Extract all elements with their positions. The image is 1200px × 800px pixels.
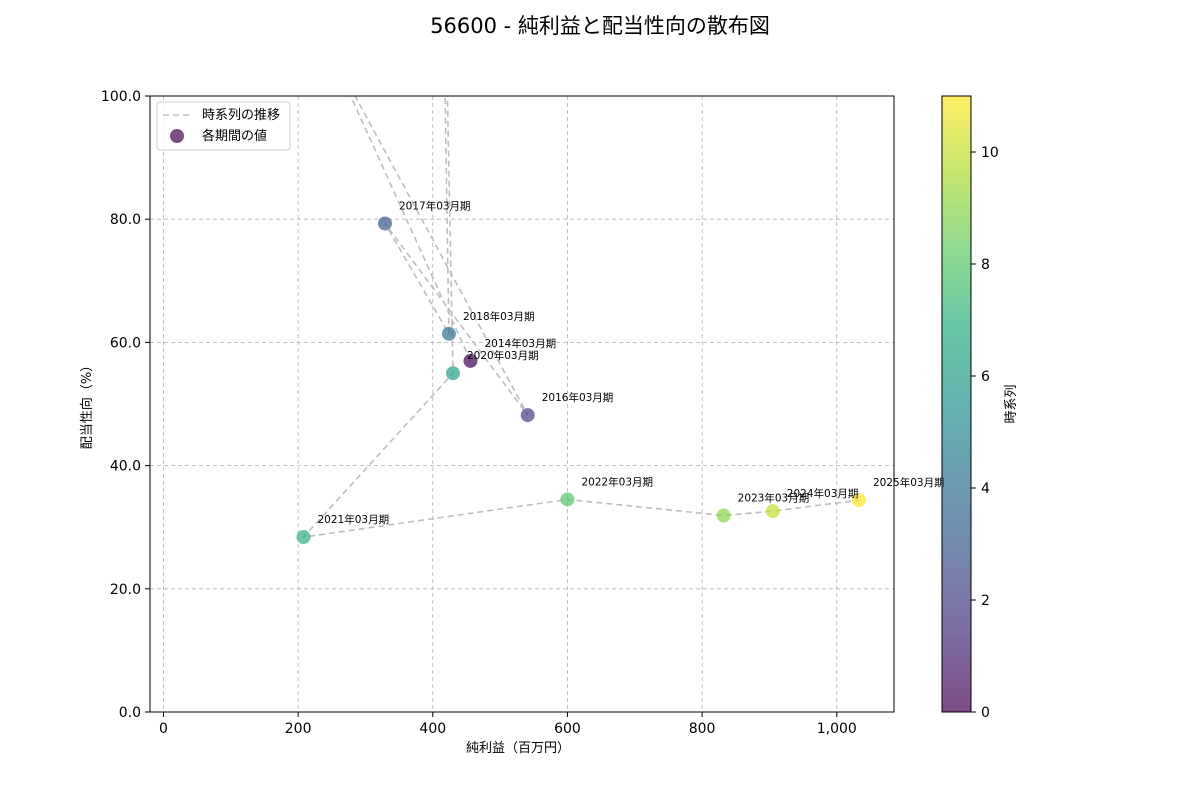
point-labels: 2014年03月期 2016年03月期 2017年03月期 2018年03月期 2020…: [318, 200, 945, 527]
y-tick-label: 0.0: [119, 705, 141, 721]
colorbar-tick-label: 0: [981, 705, 990, 721]
data-point: [716, 508, 731, 523]
point-label: 2020年03月期: [467, 349, 539, 362]
point-label: 2014年03月期: [484, 337, 556, 350]
x-axis-ticks: 0 200 400 600 800 1,000: [159, 712, 857, 737]
colorbar-frame: [941, 95, 972, 713]
point-label: 2017年03月期: [399, 200, 471, 213]
point-label: 2024年03月期: [787, 487, 859, 500]
data-point: [441, 326, 456, 341]
point-label: 2023年03月期: [738, 491, 810, 504]
x-axis-label: 純利益（百万円）: [466, 741, 570, 756]
y-axis-ticks: 0.0 20.0 40.0 60.0 80.0 100.0: [101, 89, 150, 721]
colorbar-tick-label: 8: [981, 257, 990, 273]
data-point: [377, 216, 392, 231]
legend: 時系列の推移 各期間の値: [156, 101, 291, 151]
plot-frame: [149, 95, 895, 713]
x-tick-label: 400: [419, 721, 446, 737]
x-tick-label: 0: [159, 721, 168, 737]
legend-scatter-label: 各期間の値: [202, 128, 267, 144]
colorbar-tick-label: 4: [981, 481, 990, 497]
point-label: 2018年03月期: [463, 310, 535, 323]
colorbar-label: 時系列: [1004, 384, 1019, 423]
data-point: [520, 408, 535, 423]
point-label: 2021年03月期: [318, 513, 390, 526]
y-tick-label: 40.0: [110, 459, 141, 475]
series-path-line: [301, 96, 860, 539]
point-label: 2016年03月期: [542, 391, 614, 404]
data-points: [296, 216, 866, 545]
x-tick-label: 1,000: [817, 721, 857, 737]
data-point: [445, 366, 460, 381]
data-point: [296, 530, 311, 545]
colorbar-tick-label: 2: [981, 593, 990, 609]
data-point: [851, 493, 866, 508]
legend-line-label: 時系列の推移: [202, 108, 280, 123]
y-tick-label: 80.0: [110, 212, 141, 228]
data-point: [560, 492, 575, 507]
x-tick-label: 600: [554, 721, 581, 737]
data-point: [765, 504, 780, 519]
x-tick-label: 200: [285, 721, 312, 737]
data-point: [463, 353, 478, 368]
colorbar: 0 2 4 6 8 10 時系列: [941, 95, 1019, 721]
point-label: 2025年03月期: [873, 476, 945, 489]
time-series-path: [301, 96, 860, 539]
colorbar-gradient: [942, 96, 971, 712]
y-tick-label: 20.0: [110, 582, 141, 598]
legend-box: [156, 101, 291, 151]
y-tick-label: 100.0: [101, 89, 141, 105]
legend-marker-swatch: [170, 129, 184, 143]
colorbar-tick-label: 10: [981, 145, 999, 161]
chart-title: 56600 - 純利益と配当性向の散布図: [430, 14, 770, 38]
y-tick-label: 60.0: [110, 335, 141, 351]
colorbar-tick-label: 6: [981, 369, 990, 385]
y-axis-label: 配当性向（%）: [79, 359, 95, 449]
point-label: 2022年03月期: [581, 475, 653, 488]
colorbar-ticks: 0 2 4 6 8 10: [971, 145, 999, 721]
x-tick-label: 800: [689, 721, 716, 737]
